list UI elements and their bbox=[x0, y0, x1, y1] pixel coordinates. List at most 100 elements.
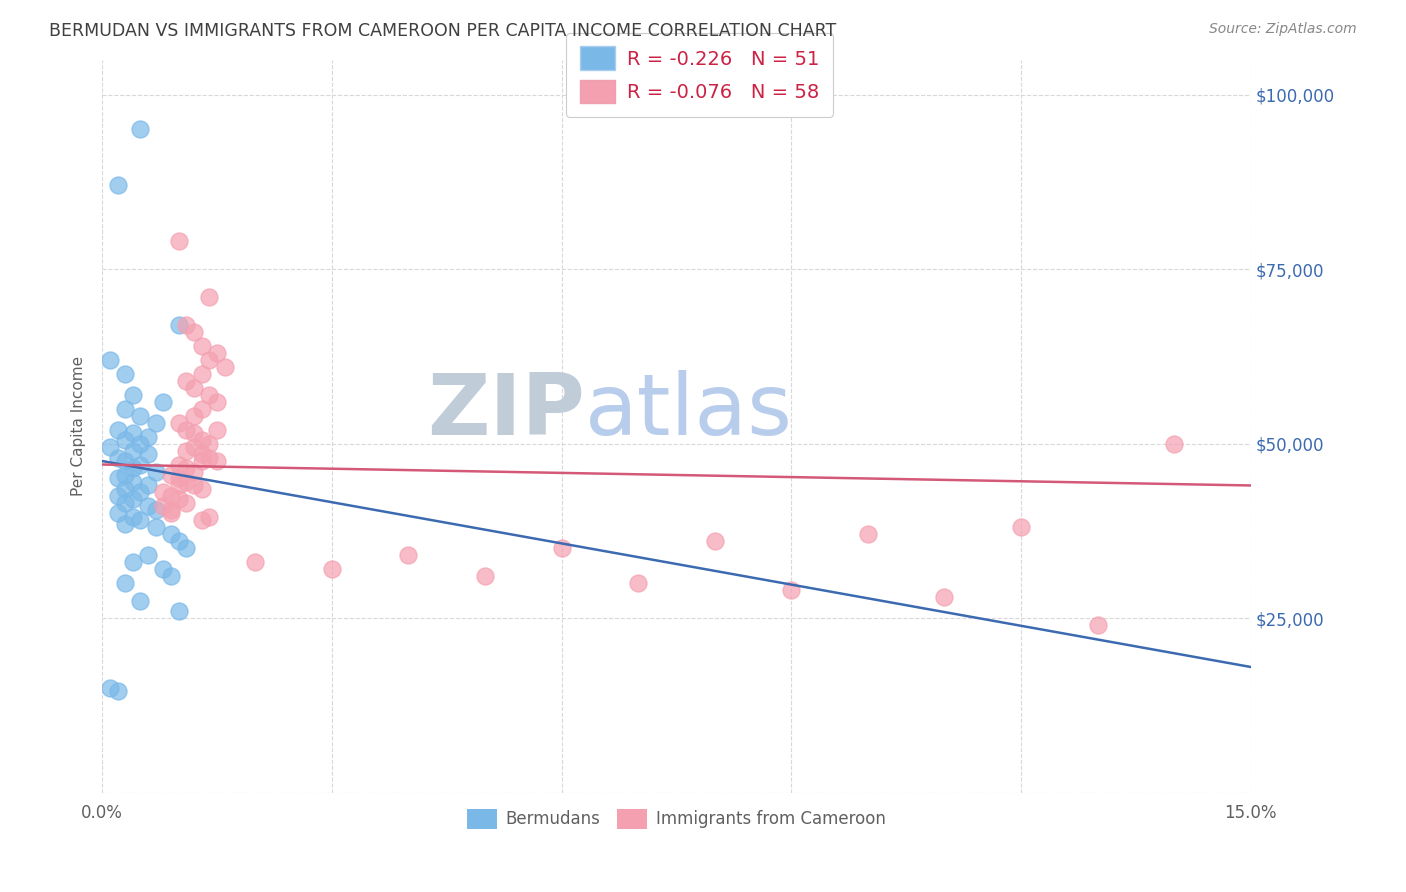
Point bbox=[160, 569, 183, 583]
Point bbox=[205, 394, 228, 409]
Point bbox=[183, 409, 205, 423]
Point bbox=[121, 443, 143, 458]
Point bbox=[145, 465, 167, 479]
Point bbox=[121, 509, 143, 524]
Point bbox=[198, 436, 221, 450]
Point bbox=[176, 496, 198, 510]
Point bbox=[136, 500, 159, 514]
Point bbox=[114, 516, 136, 531]
Point bbox=[136, 549, 159, 563]
Point bbox=[107, 507, 129, 521]
Point bbox=[145, 520, 167, 534]
Point bbox=[107, 178, 129, 193]
Point bbox=[167, 416, 190, 430]
Point bbox=[114, 454, 136, 468]
Point bbox=[205, 454, 228, 468]
Point bbox=[152, 394, 174, 409]
Point bbox=[98, 440, 121, 454]
Point bbox=[190, 367, 212, 381]
Point bbox=[129, 122, 152, 136]
Point bbox=[198, 450, 221, 465]
Point bbox=[145, 503, 167, 517]
Point bbox=[129, 458, 152, 472]
Point bbox=[129, 593, 152, 607]
Point bbox=[245, 555, 267, 569]
Point bbox=[98, 681, 121, 695]
Point bbox=[190, 482, 212, 496]
Point bbox=[129, 513, 152, 527]
Legend: Bermudans, Immigrants from Cameroon: Bermudans, Immigrants from Cameroon bbox=[461, 802, 893, 836]
Point bbox=[107, 684, 129, 698]
Point bbox=[167, 234, 190, 248]
Point bbox=[474, 569, 496, 583]
Point bbox=[176, 443, 198, 458]
Point bbox=[136, 447, 159, 461]
Point bbox=[152, 485, 174, 500]
Text: atlas: atlas bbox=[585, 370, 793, 453]
Point bbox=[145, 416, 167, 430]
Point bbox=[183, 381, 205, 395]
Point bbox=[176, 461, 198, 475]
Point bbox=[1163, 436, 1185, 450]
Text: BERMUDAN VS IMMIGRANTS FROM CAMEROON PER CAPITA INCOME CORRELATION CHART: BERMUDAN VS IMMIGRANTS FROM CAMEROON PER… bbox=[49, 22, 837, 40]
Point bbox=[167, 492, 190, 507]
Point bbox=[160, 507, 183, 521]
Point bbox=[183, 440, 205, 454]
Point bbox=[205, 346, 228, 360]
Point bbox=[205, 423, 228, 437]
Point bbox=[121, 492, 143, 507]
Point bbox=[190, 447, 212, 461]
Point bbox=[198, 388, 221, 402]
Point bbox=[176, 541, 198, 556]
Point bbox=[152, 500, 174, 514]
Point bbox=[176, 318, 198, 332]
Point bbox=[190, 513, 212, 527]
Point bbox=[129, 436, 152, 450]
Point bbox=[121, 388, 143, 402]
Point bbox=[121, 426, 143, 441]
Point bbox=[190, 433, 212, 447]
Point bbox=[198, 509, 221, 524]
Point bbox=[856, 527, 879, 541]
Point bbox=[136, 429, 159, 443]
Point bbox=[183, 325, 205, 339]
Point bbox=[1087, 618, 1109, 632]
Point bbox=[934, 590, 956, 604]
Point bbox=[121, 555, 143, 569]
Point bbox=[160, 503, 183, 517]
Point bbox=[167, 318, 190, 332]
Point bbox=[167, 478, 190, 492]
Point bbox=[703, 534, 725, 549]
Point bbox=[176, 423, 198, 437]
Point bbox=[627, 576, 650, 591]
Point bbox=[780, 583, 803, 598]
Point bbox=[198, 290, 221, 304]
Point bbox=[398, 549, 420, 563]
Text: Source: ZipAtlas.com: Source: ZipAtlas.com bbox=[1209, 22, 1357, 37]
Point bbox=[167, 458, 190, 472]
Point bbox=[214, 359, 236, 374]
Point bbox=[107, 489, 129, 503]
Point bbox=[160, 468, 183, 483]
Point bbox=[167, 534, 190, 549]
Point bbox=[160, 527, 183, 541]
Point bbox=[160, 489, 183, 503]
Point bbox=[114, 401, 136, 416]
Point bbox=[136, 478, 159, 492]
Point bbox=[176, 475, 198, 489]
Point bbox=[183, 465, 205, 479]
Point bbox=[129, 409, 152, 423]
Point bbox=[190, 454, 212, 468]
Point bbox=[107, 471, 129, 485]
Point bbox=[114, 482, 136, 496]
Point bbox=[114, 576, 136, 591]
Point bbox=[183, 478, 205, 492]
Point bbox=[176, 374, 198, 388]
Point bbox=[121, 475, 143, 489]
Point bbox=[107, 450, 129, 465]
Point bbox=[167, 471, 190, 485]
Point bbox=[550, 541, 572, 556]
Point bbox=[114, 468, 136, 483]
Text: ZIP: ZIP bbox=[427, 370, 585, 453]
Point bbox=[152, 562, 174, 576]
